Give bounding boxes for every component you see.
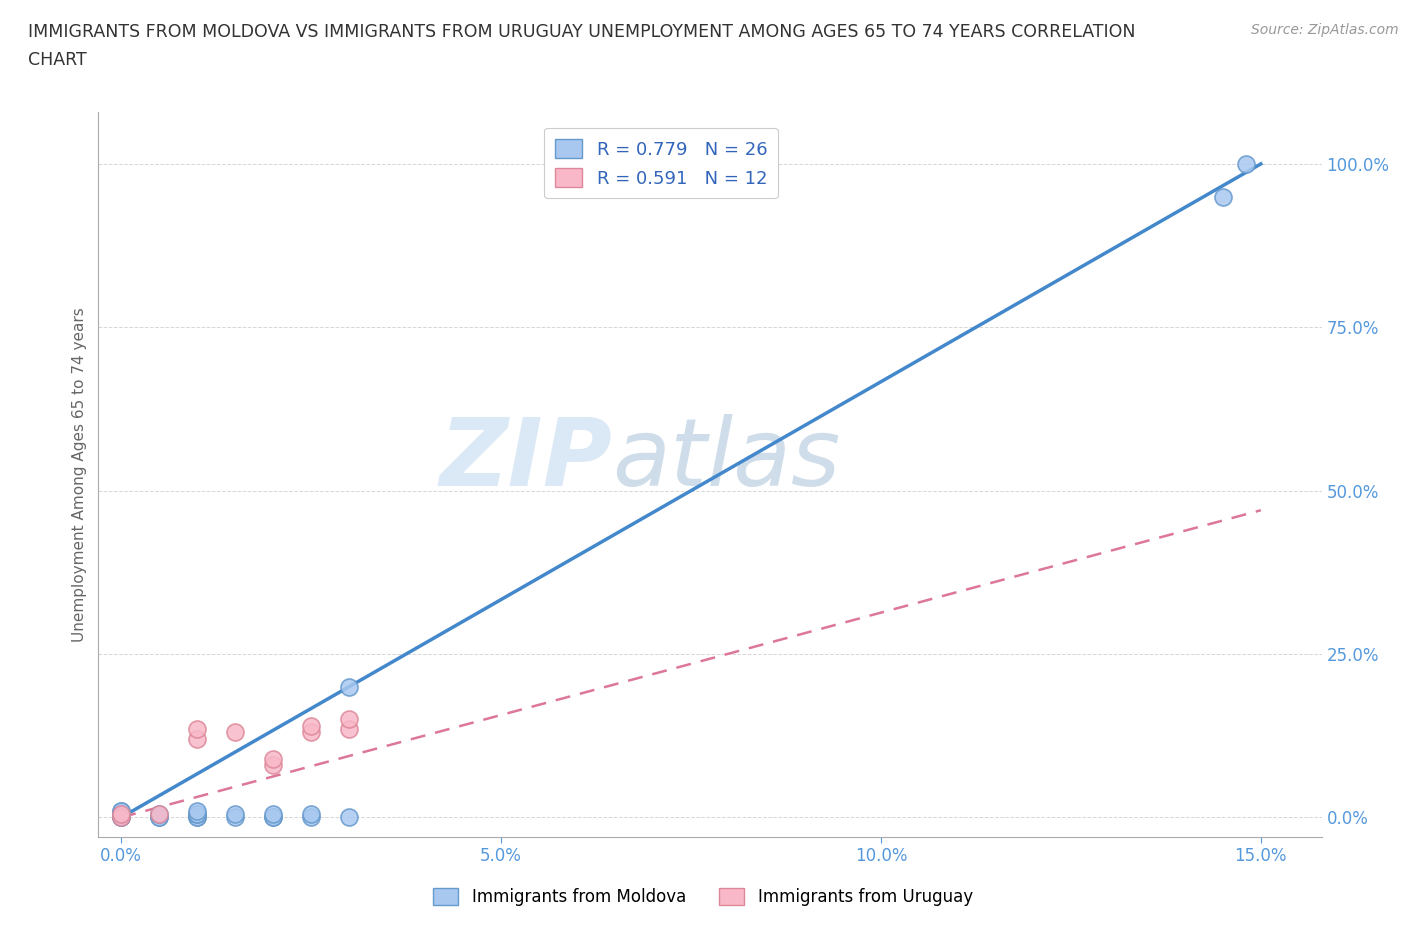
- Point: [110, 810, 132, 825]
- Point: [110, 806, 132, 821]
- Y-axis label: Unemployment Among Ages 65 to 74 years: Unemployment Among Ages 65 to 74 years: [72, 307, 87, 642]
- Text: CHART: CHART: [28, 51, 87, 69]
- Point: [148, 806, 170, 821]
- Point: [224, 810, 246, 825]
- Point: [186, 810, 208, 825]
- Text: ZIP: ZIP: [439, 414, 612, 506]
- Point: [299, 806, 322, 821]
- Point: [110, 810, 132, 825]
- Point: [110, 810, 132, 825]
- Point: [1234, 156, 1257, 171]
- Point: [110, 804, 132, 818]
- Point: [110, 806, 132, 821]
- Point: [110, 804, 132, 818]
- Text: IMMIGRANTS FROM MOLDOVA VS IMMIGRANTS FROM URUGUAY UNEMPLOYMENT AMONG AGES 65 TO: IMMIGRANTS FROM MOLDOVA VS IMMIGRANTS FR…: [28, 23, 1136, 41]
- Legend: R = 0.779   N = 26, R = 0.591   N = 12: R = 0.779 N = 26, R = 0.591 N = 12: [544, 128, 778, 198]
- Point: [186, 722, 208, 737]
- Point: [337, 722, 360, 737]
- Point: [148, 810, 170, 825]
- Point: [337, 712, 360, 727]
- Point: [1212, 189, 1234, 204]
- Text: atlas: atlas: [612, 414, 841, 505]
- Point: [186, 732, 208, 747]
- Point: [299, 810, 322, 825]
- Point: [262, 751, 284, 766]
- Text: Source: ZipAtlas.com: Source: ZipAtlas.com: [1251, 23, 1399, 37]
- Point: [262, 810, 284, 825]
- Point: [186, 806, 208, 821]
- Point: [186, 806, 208, 821]
- Point: [186, 810, 208, 825]
- Point: [148, 806, 170, 821]
- Point: [262, 810, 284, 825]
- Point: [337, 679, 360, 694]
- Point: [299, 725, 322, 740]
- Point: [299, 719, 322, 734]
- Point: [148, 810, 170, 825]
- Point: [337, 810, 360, 825]
- Point: [186, 804, 208, 818]
- Point: [110, 810, 132, 825]
- Point: [224, 725, 246, 740]
- Point: [262, 758, 284, 773]
- Legend: Immigrants from Moldova, Immigrants from Uruguay: Immigrants from Moldova, Immigrants from…: [426, 881, 980, 912]
- Point: [224, 806, 246, 821]
- Point: [262, 806, 284, 821]
- Point: [110, 806, 132, 821]
